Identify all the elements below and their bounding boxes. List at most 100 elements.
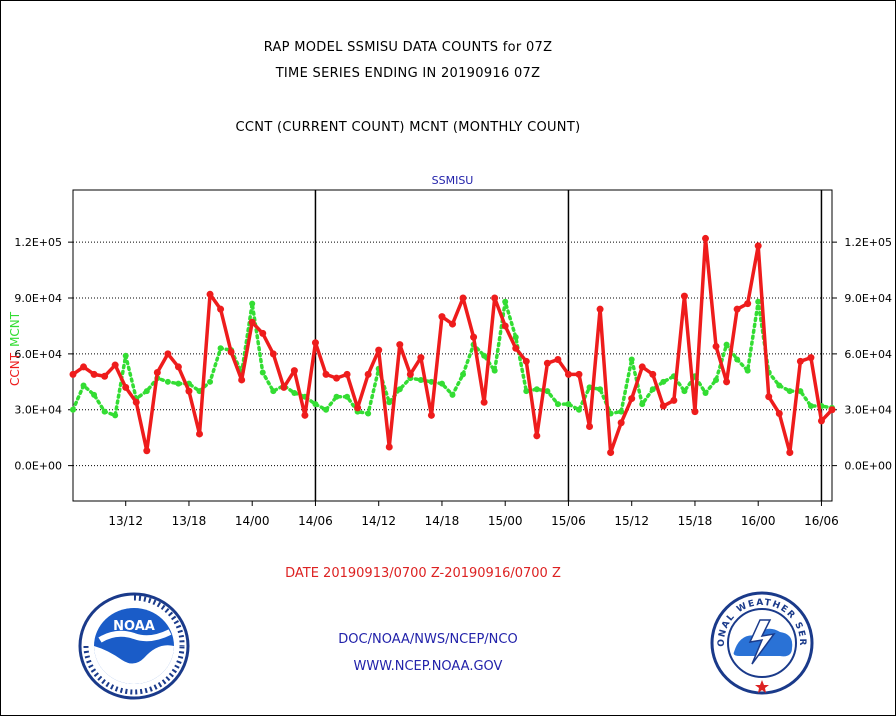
data-point-ccnt [280,383,288,391]
data-point-ccnt [143,447,151,455]
data-point-ccnt [628,395,636,403]
chart-title-line3: CCNT (CURRENT COUNT) MCNT (MONTHLY COUNT… [235,120,581,135]
data-point-mcnt [122,352,129,359]
website-link[interactable]: WWW.NCEP.NOAA.GOV [353,659,503,674]
data-point-ccnt [786,449,794,457]
data-point-ccnt [396,341,404,349]
y-tick-label-left: 0.0E+00 [14,460,62,473]
data-point-mcnt [91,391,98,398]
data-point-mcnt [512,334,519,341]
x-tick-label: 14/18 [425,514,460,528]
data-point-mcnt [639,401,646,408]
data-point-ccnt [174,363,182,371]
data-point-ccnt [723,378,731,386]
data-point-mcnt [386,399,393,406]
data-point-mcnt [660,378,667,385]
data-point-mcnt [396,386,403,393]
data-point-ccnt [164,350,172,358]
data-point-ccnt [554,355,562,363]
x-tick-label: 14/06 [298,514,333,528]
data-point-ccnt [596,305,604,313]
data-point-ccnt [501,322,509,330]
data-point-mcnt [112,412,119,419]
data-point-ccnt [375,346,383,354]
data-point-ccnt [311,339,319,347]
noaa-logo: NOAA [78,592,190,700]
x-tick-label: 15/00 [488,514,523,528]
data-point-mcnt [164,378,171,385]
y-tick-label-left: 9.0E+04 [14,292,62,305]
data-point-mcnt [807,403,814,410]
date-range-label: DATE 20190913/0700 Z-20190916/0700 Z [285,566,561,581]
data-point-mcnt [143,388,150,395]
data-point-ccnt [691,408,699,416]
y-tick-label-right: 9.0E+04 [844,292,892,305]
data-point-mcnt [554,401,561,408]
data-point-ccnt [491,294,499,302]
org-path-link[interactable]: DOC/NOAA/NWS/NCEP/NCO [338,632,518,647]
data-point-ccnt [775,409,783,417]
chart-title-line1: RAP MODEL SSMISU DATA COUNTS for 07Z [263,40,553,55]
y-axis-label: CCNT MCNT [8,311,22,386]
data-point-mcnt [597,386,604,393]
data-point-ccnt [217,305,225,313]
data-point-mcnt [523,388,530,395]
x-tick-label: 16/06 [804,514,839,528]
data-point-ccnt [638,363,646,371]
data-point-mcnt [797,388,804,395]
data-point-mcnt [713,376,720,383]
data-point-mcnt [576,406,582,413]
data-point-ccnt [248,318,256,326]
data-point-ccnt [322,370,330,378]
y-tick-label-right: 1.2E+05 [844,236,892,249]
data-point-ccnt [807,354,815,362]
data-point-ccnt [607,449,615,457]
data-point-ccnt [564,370,572,378]
data-point-mcnt [449,391,456,398]
noaa-logo-text: NOAA [113,619,155,634]
x-tick-label: 15/18 [678,514,713,528]
data-point-mcnt [101,408,108,415]
data-point-ccnt [417,354,425,362]
data-point-ccnt [712,342,720,350]
data-point-mcnt [502,298,509,305]
data-point-ccnt [480,398,488,406]
data-point-ccnt [522,357,530,365]
data-point-mcnt [776,382,783,389]
data-point-ccnt [111,361,119,369]
data-point-mcnt [291,389,298,396]
data-point-mcnt [70,406,76,413]
data-point-mcnt [481,352,488,359]
y-tick-label-left: 6.0E+04 [14,348,62,361]
data-point-ccnt [575,370,583,378]
data-point-ccnt [301,411,309,419]
data-point-ccnt [406,370,414,378]
data-point-mcnt [681,388,688,395]
x-tick-label: 15/06 [551,514,586,528]
y-axis-label-ccnt: CCNT [8,352,22,386]
data-point-ccnt [459,294,467,302]
data-point-ccnt [153,369,161,377]
data-point-ccnt [90,370,98,378]
data-point-ccnt [754,242,762,250]
data-point-ccnt [132,398,140,406]
data-point-ccnt [206,290,214,298]
y-tick-label-right: 6.0E+04 [844,348,892,361]
chart-title-line2: TIME SERIES ENDING IN 20190916 07Z [275,66,541,81]
data-point-mcnt [618,408,625,415]
y-axis-label-mcnt: MCNT [8,311,22,347]
data-point-mcnt [734,356,741,363]
data-point-ccnt [744,300,752,308]
data-point-ccnt [269,350,277,358]
x-tick-label: 16/00 [741,514,776,528]
data-point-ccnt [470,333,478,341]
data-point-mcnt [175,380,182,387]
data-point-ccnt [533,432,541,440]
data-point-ccnt [343,370,351,378]
y-tick-label-left: 3.0E+04 [14,404,62,417]
data-point-mcnt [333,393,340,400]
x-tick-label: 14/12 [361,514,396,528]
data-point-ccnt [101,372,109,380]
data-point-ccnt [354,404,362,412]
